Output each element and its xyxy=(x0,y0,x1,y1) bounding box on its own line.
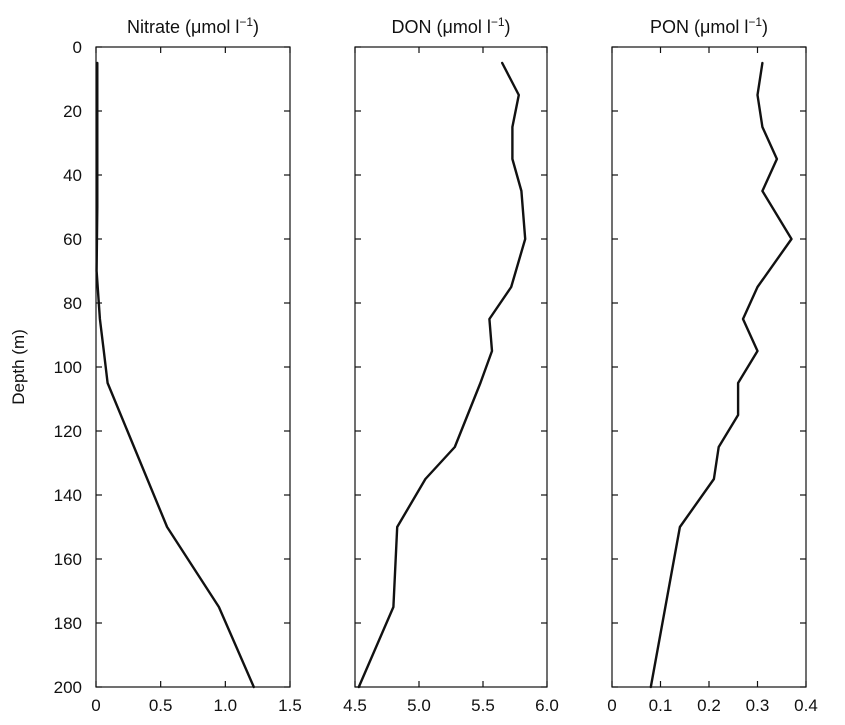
panel-1-ytick-label-6: 120 xyxy=(54,422,82,441)
panel-1-title-main: Nitrate (μmol l xyxy=(127,17,239,37)
y-axis-label: Depth (m) xyxy=(9,329,28,405)
panel-3-title-close: ) xyxy=(762,17,768,37)
panel-3-title-superscript: −1 xyxy=(748,15,762,29)
panel-1-xtick-label-2: 1.0 xyxy=(214,696,238,715)
panel-1-xtick-label-1: 0.5 xyxy=(149,696,173,715)
panel-3-title-main: PON (μmol l xyxy=(650,17,748,37)
panel-1-ytick-label-10: 200 xyxy=(54,678,82,697)
panel-3-xtick-label-2: 0.2 xyxy=(697,696,721,715)
panel-2-xtick-label-0: 4.5 xyxy=(343,696,367,715)
panel-1-ytick-label-0: 0 xyxy=(73,38,82,57)
panel-1-ytick-label-4: 80 xyxy=(63,294,82,313)
panel-2-xtick-label-2: 5.5 xyxy=(471,696,495,715)
panel-2-title-superscript: −1 xyxy=(491,15,505,29)
panel-3-xtick-label-1: 0.1 xyxy=(649,696,673,715)
panel-2-title-close: ) xyxy=(505,17,511,37)
panel-1-ytick-label-7: 140 xyxy=(54,486,82,505)
panel-2-title: DON (μmol l−1) xyxy=(391,15,510,37)
panel-1-ytick-label-5: 100 xyxy=(54,358,82,377)
panel-3-xtick-label-4: 0.4 xyxy=(794,696,818,715)
panel-1-ytick-label-2: 40 xyxy=(63,166,82,185)
panel-1-ytick-label-8: 160 xyxy=(54,550,82,569)
panel-1-ytick-label-3: 60 xyxy=(63,230,82,249)
panel-3-xtick-label-3: 0.3 xyxy=(746,696,770,715)
panel-2-xtick-label-1: 5.0 xyxy=(407,696,431,715)
panel-1-profile-line-0 xyxy=(95,61,256,689)
panel-1-ytick-label-9: 180 xyxy=(54,614,82,633)
panel-1-title-superscript: −1 xyxy=(239,15,253,29)
panel-3-xtick-label-0: 0 xyxy=(607,696,616,715)
panel-3-frame xyxy=(611,46,807,688)
panel-1-ytick-label-1: 20 xyxy=(63,102,82,121)
panel-1-frame xyxy=(95,46,291,688)
panel-1-title-close: ) xyxy=(253,17,259,37)
panel-2-title-main: DON (μmol l xyxy=(391,17,490,37)
panel-2-frame xyxy=(354,46,548,688)
panel-2-profile-line-0 xyxy=(357,61,527,689)
panel-1-xtick-label-3: 1.5 xyxy=(278,696,302,715)
panel-1-title: Nitrate (μmol l−1) xyxy=(127,15,259,37)
panel-1-xtick-label-0: 0 xyxy=(91,696,100,715)
panel-3-title: PON (μmol l−1) xyxy=(650,15,768,37)
panel-2-xtick-label-3: 6.0 xyxy=(535,696,559,715)
panel-3-profile-line-0 xyxy=(649,61,793,689)
